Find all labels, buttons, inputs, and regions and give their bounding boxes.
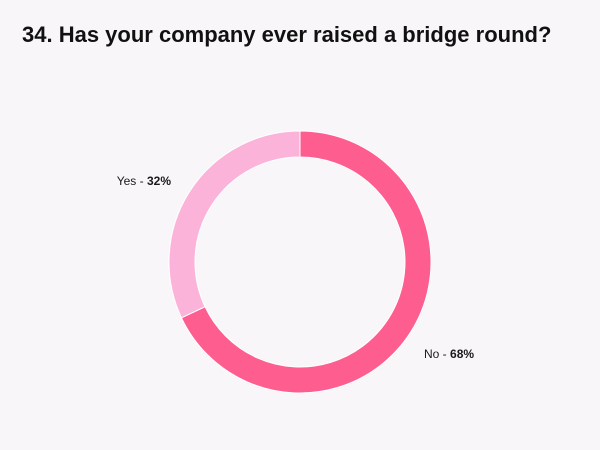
- donut-slice-no: [180, 130, 432, 394]
- slice-label-name: No -: [424, 347, 450, 361]
- donut-slices: [168, 130, 432, 394]
- slice-label-no: No - 68%: [424, 347, 474, 361]
- slice-label-name: Yes -: [117, 174, 147, 188]
- slice-label-value: 68%: [450, 347, 474, 361]
- donut-labels: No - 68% Yes - 32%: [117, 174, 475, 361]
- chart-title: 34. Has your company ever raised a bridg…: [22, 22, 552, 47]
- donut-slice-yes: [168, 130, 301, 319]
- slice-label-value: 32%: [147, 174, 171, 188]
- slice-label-yes: Yes - 32%: [117, 174, 172, 188]
